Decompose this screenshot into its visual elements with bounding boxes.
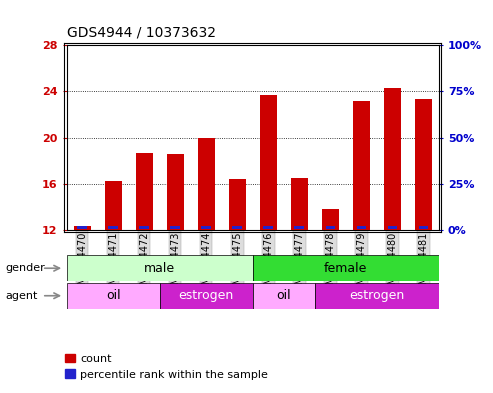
Bar — [202, 226, 211, 229]
Bar — [67, 255, 252, 281]
Bar — [105, 182, 122, 230]
Legend: count, percentile rank within the sample: count, percentile rank within the sample — [65, 354, 268, 380]
Bar — [160, 283, 252, 309]
Bar — [384, 88, 401, 230]
Bar — [140, 226, 149, 229]
Text: gender: gender — [5, 263, 45, 273]
Text: female: female — [324, 262, 367, 275]
Bar — [263, 226, 273, 229]
Text: oil: oil — [106, 289, 120, 302]
Bar — [352, 101, 370, 230]
Text: estrogen: estrogen — [349, 289, 404, 302]
Bar — [419, 226, 428, 229]
Bar — [291, 178, 308, 230]
Bar — [108, 226, 118, 229]
Bar — [233, 226, 242, 229]
Bar — [325, 226, 335, 229]
Bar — [198, 138, 214, 230]
Bar — [171, 226, 180, 229]
Bar — [356, 226, 366, 229]
Bar — [387, 226, 397, 229]
Bar — [294, 226, 304, 229]
Bar — [252, 283, 315, 309]
Text: male: male — [144, 262, 175, 275]
Bar — [252, 255, 439, 281]
Bar — [229, 179, 246, 230]
Text: estrogen: estrogen — [178, 289, 234, 302]
Bar — [321, 209, 339, 230]
Bar — [415, 99, 432, 230]
Text: GDS4944 / 10373632: GDS4944 / 10373632 — [67, 26, 215, 40]
Bar — [77, 226, 87, 229]
Bar — [73, 226, 91, 230]
Text: oil: oil — [277, 289, 291, 302]
Bar — [136, 152, 153, 230]
Bar — [167, 154, 184, 230]
Bar — [260, 95, 277, 230]
Bar — [67, 283, 160, 309]
Text: agent: agent — [5, 291, 37, 301]
Bar — [315, 283, 439, 309]
